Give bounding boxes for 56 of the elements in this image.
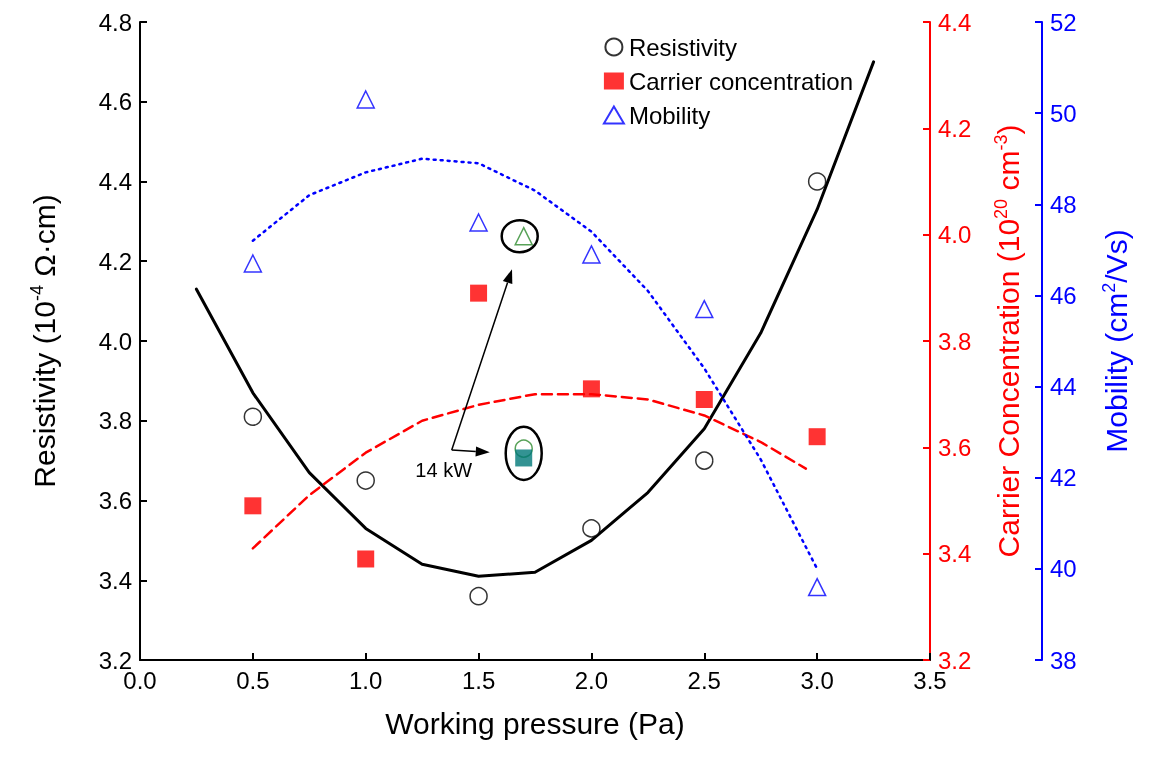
point bbox=[808, 428, 826, 446]
y-tick-label: 4.4 bbox=[98, 168, 132, 195]
x-tick-label: 1.5 bbox=[461, 666, 496, 694]
y2-tick-label: 3.8 bbox=[938, 327, 972, 355]
y-tick-label: 3.8 bbox=[98, 407, 132, 435]
y3-tick-label: 42 bbox=[1050, 464, 1077, 492]
point bbox=[807, 172, 827, 191]
y3-tick-label: 48 bbox=[1050, 190, 1077, 218]
point bbox=[582, 380, 600, 398]
point bbox=[469, 213, 488, 232]
y2-tick-label: 4.4 bbox=[938, 8, 972, 36]
x-tick-label: 0.5 bbox=[236, 666, 270, 694]
point bbox=[695, 390, 713, 408]
legend-label: Mobility bbox=[628, 101, 711, 129]
y3-tick-label: 40 bbox=[1050, 555, 1077, 583]
y-tick-label: 4.2 bbox=[98, 247, 132, 275]
point bbox=[356, 90, 375, 109]
y-tick-label: 4.8 bbox=[98, 8, 132, 36]
y2-tick-label: 3.6 bbox=[938, 433, 972, 461]
point bbox=[582, 519, 601, 538]
y-axis-title: Resistivity (10-4 Ω·cm) bbox=[27, 194, 61, 488]
y3-axis-title: Mobility (cm2/Vs) bbox=[1099, 229, 1133, 453]
y3-tick-label: 52 bbox=[1050, 8, 1077, 36]
point bbox=[356, 471, 375, 490]
annotation: 14 kW bbox=[415, 458, 473, 481]
y2-tick-label: 3.4 bbox=[938, 540, 972, 568]
x-tick-label: 1.0 bbox=[349, 666, 383, 694]
legend-label: Carrier concentration bbox=[628, 67, 854, 95]
legend-label: Resistivity bbox=[628, 33, 737, 61]
y2-tick-label: 4.2 bbox=[938, 114, 972, 142]
x-tick-label: 2.5 bbox=[687, 666, 721, 694]
y-tick-label: 3.6 bbox=[98, 487, 132, 514]
point bbox=[243, 407, 263, 427]
point bbox=[469, 586, 488, 606]
point bbox=[357, 550, 375, 568]
y2-axis-title: Carrier Concentration (1020 cm-3) bbox=[991, 124, 1025, 558]
point bbox=[470, 284, 488, 302]
y-tick-label: 3.4 bbox=[98, 566, 132, 594]
x-axis-title: Working pressure (Pa) bbox=[385, 706, 685, 740]
x-tick-label: 2.0 bbox=[574, 666, 609, 694]
y3-tick-label: 46 bbox=[1050, 281, 1077, 309]
line-series bbox=[194, 60, 876, 578]
y3-tick-label: 38 bbox=[1050, 646, 1077, 674]
point bbox=[243, 254, 263, 273]
point bbox=[807, 577, 827, 597]
y3-tick-label: 44 bbox=[1050, 373, 1077, 401]
y3-tick-label: 50 bbox=[1050, 99, 1077, 127]
y-tick-label: 4.6 bbox=[98, 88, 132, 116]
point bbox=[582, 245, 601, 264]
point bbox=[244, 497, 262, 515]
y2-tick-label: 4.0 bbox=[938, 221, 972, 249]
y-tick-label: 4.0 bbox=[98, 327, 132, 355]
point bbox=[695, 451, 714, 470]
line-series bbox=[251, 157, 819, 571]
x-tick-label: 3.0 bbox=[800, 666, 834, 694]
point bbox=[695, 299, 714, 319]
